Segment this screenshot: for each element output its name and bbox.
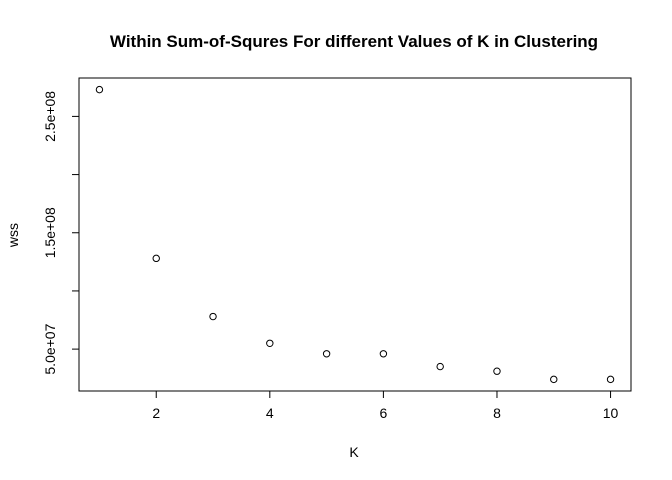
x-tick-label: 6 bbox=[379, 405, 387, 421]
data-point bbox=[493, 367, 501, 375]
data-point bbox=[209, 312, 217, 321]
data-point bbox=[550, 375, 558, 384]
y-axis-label: wss bbox=[5, 223, 21, 248]
x-tick-label: 8 bbox=[493, 405, 501, 421]
y-axis: 5.0e+07 1.5e+08 2.5e+08 bbox=[42, 91, 79, 375]
x-tick-label: 10 bbox=[603, 405, 619, 421]
data-points bbox=[95, 85, 615, 384]
x-axis-label: K bbox=[349, 444, 359, 460]
y-tick-label: 2.5e+08 bbox=[42, 91, 58, 142]
chart-title: Within Sum-of-Squres For different Value… bbox=[110, 32, 598, 51]
data-point bbox=[322, 350, 331, 358]
y-tick-label: 1.5e+08 bbox=[42, 207, 58, 258]
data-point bbox=[95, 85, 104, 94]
data-point bbox=[152, 254, 160, 263]
y-tick-label: 5.0e+07 bbox=[42, 323, 58, 374]
data-point bbox=[436, 362, 444, 371]
x-axis: 2 4 6 8 10 bbox=[152, 391, 619, 421]
plot-frame bbox=[78, 77, 632, 392]
data-point bbox=[266, 339, 274, 347]
data-point bbox=[379, 350, 388, 358]
x-tick-label: 2 bbox=[152, 405, 160, 421]
data-point bbox=[606, 375, 615, 384]
x-tick-label: 4 bbox=[266, 405, 274, 421]
